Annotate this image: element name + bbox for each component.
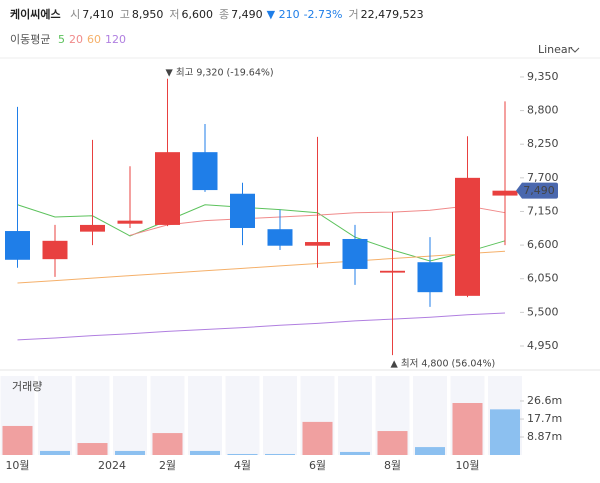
candle-body [155,152,180,225]
legend-entry: 5 [57,33,65,46]
y-tick-label: 4,950 [527,339,559,352]
x-tick-label: 8월 [384,459,401,472]
column-bg [188,376,222,455]
column-bg [225,376,260,455]
ma-label: 이동평균 [10,33,51,46]
y-tick-label: 5,500 [527,305,559,318]
volume-bar [340,451,370,455]
quote-label: 거 [348,8,359,21]
candle-body [380,270,405,273]
y-tick-label: 9,350 [527,70,559,83]
legend-entry: 120 [104,33,126,46]
ma-line [17,312,506,341]
annotation: ▲ 최저 4,800 (56.04%) [391,359,496,370]
candle-body [492,190,518,196]
quote-value: 6,600 [181,8,213,21]
candle-body [455,177,480,296]
column-bg [75,376,110,455]
quote-value: 22,479,523 [360,8,424,21]
price-tag-label: 7,490 [523,184,555,197]
quote-header: 케이씨에스 시 7,410 고 8,950 저 6,600 종 7,490 ▼ 210 -2.73… [10,6,424,22]
legend-entry: 60 [86,33,101,46]
y-tick-label: 8.87m [527,430,562,443]
volume-bar [490,409,520,455]
price-tag [516,182,558,199]
y-tick-label: 8,800 [527,104,559,117]
volume-bar [265,453,295,455]
ma-line [17,204,506,262]
x-tick-label: 4월 [234,459,251,472]
volume-bar [115,450,145,455]
quote-label: 시 [70,8,81,21]
quote-value: 7,410 [82,8,114,21]
x-tick-label: 6월 [309,459,326,472]
stock-name: 케이씨에스 [10,8,61,21]
candle-body [305,242,330,246]
volume-bar [152,433,183,455]
x-tick-label: 2월 [159,459,176,472]
candle-body [42,240,68,260]
volume-bar [2,425,33,455]
ma-line [17,250,506,284]
x-tick-label: 2024 [98,459,126,472]
change: ▼ 210 [266,8,300,21]
candle-body [230,193,255,228]
y-tick-label: 7,150 [527,204,559,217]
candle-body [117,220,143,224]
volume-bar [377,431,408,455]
quote-value: 7,490 [231,8,263,21]
y-tick-label: 7,700 [527,171,559,184]
quote-label: 저 [169,8,180,21]
quote-label: 종 [218,8,230,21]
volume-bar [190,450,220,455]
y-tick-label: 8,250 [527,137,559,150]
candle-body [80,224,105,232]
volume-bar [40,450,70,455]
candle-body [342,238,368,269]
volume-bar [415,447,445,455]
candle-body [417,262,443,293]
column-bg [338,376,372,455]
volume-title: 거래량 [12,380,42,393]
ma-legend: 이동평균 5 20 60 120 [10,31,126,47]
annotation: ▼ 최고 9,320 (-19.64%) [166,67,274,78]
column-bg [38,376,72,455]
quote-value: 8,950 [131,8,164,21]
dropdown-chevron[interactable] [570,47,580,53]
legend-entry: 20 [68,33,83,46]
candle-body [267,229,293,246]
column-bg [413,376,447,455]
y-tick-label: 6,600 [527,238,559,251]
y-tick-label: 17.7m [527,412,562,425]
quote-label: 고 [119,8,130,21]
x-tick-label: 10월 [5,459,29,472]
y-tick-label: 6,050 [527,272,559,285]
change-pct: -2.73% [303,8,343,21]
x-tick-label: 10월 [455,459,479,472]
candle-body [5,231,30,260]
volume-bar [452,403,483,455]
volume-bar [77,443,108,455]
volume-bar [302,421,333,455]
volume-bar [227,453,258,455]
y-tick-label: 26.6m [527,394,562,407]
scale-mode[interactable]: Linear [538,43,573,56]
column-bg [113,376,147,455]
candle-body [192,152,218,191]
column-bg [263,376,297,455]
